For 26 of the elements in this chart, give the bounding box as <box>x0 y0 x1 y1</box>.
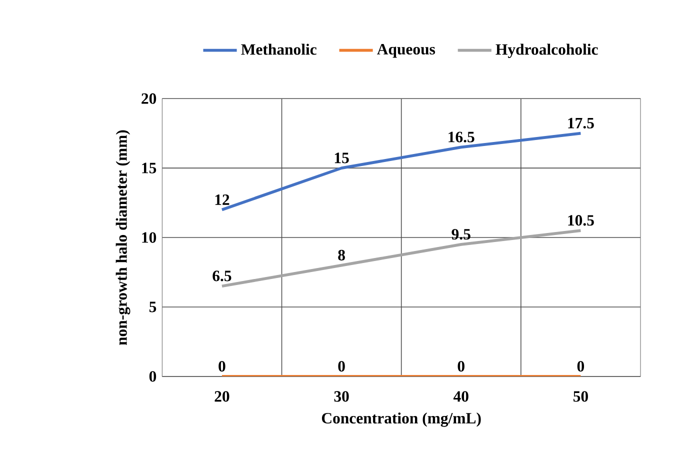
y-tick-label: 0 <box>149 371 156 382</box>
y-tick-label: 5 <box>149 302 156 312</box>
legend-label: Methanolic <box>241 44 316 55</box>
y-tick-label: 15 <box>142 162 156 174</box>
data-label: 15 <box>334 152 349 164</box>
x-tick-label: 20 <box>214 391 230 402</box>
data-label: 17.5 <box>568 118 594 129</box>
data-label: 10.5 <box>568 215 594 226</box>
x-tick-label: 40 <box>453 391 468 402</box>
y-axis-title: non-growth halo diameter (mm) <box>116 130 130 346</box>
y-tick-label: 10 <box>142 232 156 243</box>
y-tick-label: 20 <box>142 93 156 104</box>
legend-label: Aqueous <box>377 44 436 58</box>
data-label: 0 <box>218 361 226 372</box>
legend-label: Hydroalcoholic <box>496 44 598 58</box>
data-label: 9.5 <box>452 229 470 240</box>
data-label: 6.5 <box>212 270 232 282</box>
data-label: 0 <box>577 361 584 372</box>
data-label: 8 <box>338 250 345 261</box>
data-label: 0 <box>338 361 345 372</box>
data-label: 0 <box>458 361 464 372</box>
x-axis-title: Concentration (mg/mL) <box>322 412 481 427</box>
x-tick-label: 50 <box>573 391 588 402</box>
data-label: 16.5 <box>448 132 474 143</box>
data-label: 12 <box>215 194 230 206</box>
x-tick-label: 30 <box>334 391 349 402</box>
